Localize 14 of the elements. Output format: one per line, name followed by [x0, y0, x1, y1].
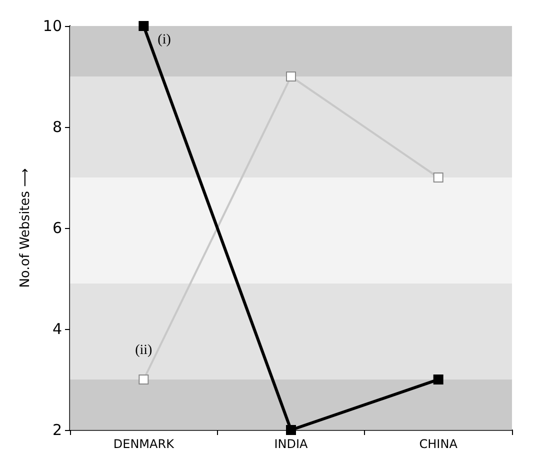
y-tick-label: 8 [52, 118, 62, 136]
y-tick-label: 4 [52, 320, 62, 338]
series-label: (ii) [135, 343, 153, 358]
x-tick-label: DENMARK [113, 437, 176, 451]
y-axis-title: No.of Websites ⟶ [18, 168, 33, 288]
x-tick-label: INDIA [274, 437, 309, 451]
point [138, 21, 149, 31]
point [286, 425, 296, 435]
y-tick-label: 2 [52, 421, 62, 439]
y-tick-label: 6 [52, 219, 62, 237]
point [433, 374, 444, 384]
series-label: (i) [158, 32, 172, 48]
y-tick-label: 10 [42, 17, 62, 35]
x-tick-label: CHINA [419, 437, 458, 451]
